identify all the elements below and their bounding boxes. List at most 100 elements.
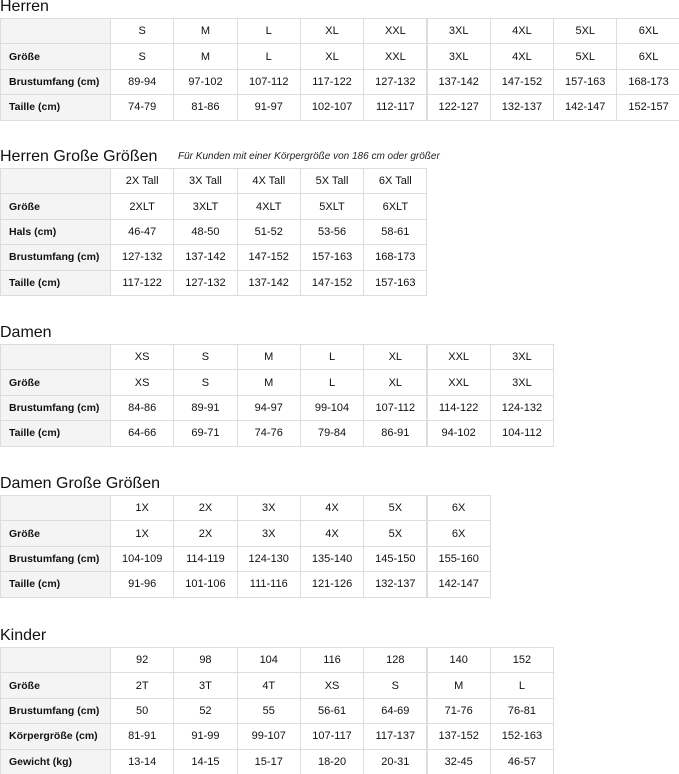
table-cell: 117-137 xyxy=(363,723,428,750)
table-cell: 76-81 xyxy=(489,697,555,725)
table-cell: 3XLT xyxy=(173,193,238,220)
table-cell: 168-173 xyxy=(363,244,428,271)
table-cell: 137-142 xyxy=(173,244,238,271)
table-cell: 6XL xyxy=(616,43,679,70)
table-cell: 107-112 xyxy=(363,394,428,422)
row-label: Größe xyxy=(0,672,111,699)
table-cell: 157-163 xyxy=(363,269,428,296)
table-cell: 114-122 xyxy=(426,394,491,422)
table-cell: 3T xyxy=(173,672,238,699)
table-cell: 46-47 xyxy=(110,218,175,246)
table-cell: 2X xyxy=(173,520,238,547)
table-cell: 111-116 xyxy=(236,571,301,598)
table-cell: 79-84 xyxy=(299,420,365,447)
header-cell: 98 xyxy=(173,647,238,674)
table-cell: 4XL xyxy=(489,43,555,70)
header-cell: 5XL xyxy=(553,18,618,45)
table-cell: 71-76 xyxy=(426,697,491,725)
header-cell: 4XL xyxy=(489,18,555,45)
table-cell: 135-140 xyxy=(299,545,365,573)
table-cell: 50 xyxy=(110,697,175,725)
header-cell: 116 xyxy=(299,647,365,674)
header-cell: 3XL xyxy=(489,344,555,371)
header-cell: 152 xyxy=(489,647,555,674)
table-cell: 114-119 xyxy=(173,545,238,573)
table-cell: M xyxy=(173,43,238,70)
header-cell: 140 xyxy=(426,647,491,674)
corner-cell xyxy=(0,18,111,45)
corner-cell xyxy=(0,647,111,674)
table-cell: 53-56 xyxy=(299,218,365,246)
table-cell: 1X xyxy=(110,520,175,547)
table-cell: 137-152 xyxy=(426,723,491,750)
table-cell: 6XLT xyxy=(363,193,428,220)
table-cell: 99-104 xyxy=(299,394,365,422)
table-cell: L xyxy=(236,43,301,70)
table-cell: XL xyxy=(363,369,428,396)
table-cell: 52 xyxy=(173,697,238,725)
section-title: Damen xyxy=(0,324,52,341)
header-cell: 128 xyxy=(363,647,428,674)
table-cell: 137-142 xyxy=(426,68,491,96)
table-cell: 132-137 xyxy=(363,571,428,598)
table-cell: 86-91 xyxy=(363,420,428,447)
header-cell: 1X xyxy=(110,495,175,522)
table-cell: 121-126 xyxy=(299,571,365,598)
table-cell: 124-130 xyxy=(236,545,301,573)
table-cell: 157-163 xyxy=(553,68,618,96)
header-cell: S xyxy=(110,18,175,45)
header-cell: L xyxy=(299,344,365,371)
header-cell: 5X Tall xyxy=(299,168,365,195)
table-cell: 4X xyxy=(299,520,365,547)
header-cell: XXL xyxy=(363,18,428,45)
header-cell: 5X xyxy=(363,495,428,522)
header-cell: 104 xyxy=(236,647,301,674)
table-cell: 117-122 xyxy=(110,269,175,296)
table-cell: S xyxy=(110,43,175,70)
table-cell: 101-106 xyxy=(173,571,238,598)
table-cell: 107-112 xyxy=(236,68,301,96)
table-cell: 58-61 xyxy=(363,218,428,246)
header-cell: 4X Tall xyxy=(236,168,301,195)
header-cell: 6XL xyxy=(616,18,679,45)
row-label: Körpergröße (cm) xyxy=(0,723,111,750)
row-label: Größe xyxy=(0,369,111,396)
table-cell: 81-86 xyxy=(173,94,238,121)
table-cell: 168-173 xyxy=(616,68,679,96)
table-cell: 3XL xyxy=(489,369,555,396)
row-label: Taille (cm) xyxy=(0,269,111,296)
table-cell: 18-20 xyxy=(299,748,365,774)
table-cell: 91-96 xyxy=(110,571,175,598)
table-cell: 104-112 xyxy=(489,420,555,447)
table-cell: 112-117 xyxy=(363,94,428,121)
header-cell: S xyxy=(173,344,238,371)
table-cell: 48-50 xyxy=(173,218,238,246)
section-title: Damen Große Größen xyxy=(0,475,161,492)
table-cell: 94-102 xyxy=(426,420,491,447)
table-cell: 74-76 xyxy=(236,420,301,447)
header-cell: XL xyxy=(299,18,365,45)
header-cell: XXL xyxy=(426,344,491,371)
table-cell: 127-132 xyxy=(110,244,175,271)
header-cell: M xyxy=(236,344,301,371)
table-cell: M xyxy=(426,672,491,699)
table-cell: 3X xyxy=(236,520,301,547)
table-cell: S xyxy=(363,672,428,699)
table-cell: 104-109 xyxy=(110,545,175,573)
table-cell: 3XL xyxy=(426,43,491,70)
table-cell: 2XLT xyxy=(110,193,175,220)
table-cell: 5X xyxy=(363,520,428,547)
table-cell: 56-61 xyxy=(299,697,365,725)
table-cell: 64-69 xyxy=(363,697,428,725)
row-label: Taille (cm) xyxy=(0,420,111,447)
table-cell: 55 xyxy=(236,697,301,725)
table-cell: XXL xyxy=(363,43,428,70)
table-cell: XXL xyxy=(426,369,491,396)
table-cell: 84-86 xyxy=(110,394,175,422)
row-label: Brustumfang (cm) xyxy=(0,68,111,96)
table-cell: S xyxy=(173,369,238,396)
table-cell: XL xyxy=(299,43,365,70)
row-label: Taille (cm) xyxy=(0,571,111,598)
table-cell: 155-160 xyxy=(426,545,491,573)
